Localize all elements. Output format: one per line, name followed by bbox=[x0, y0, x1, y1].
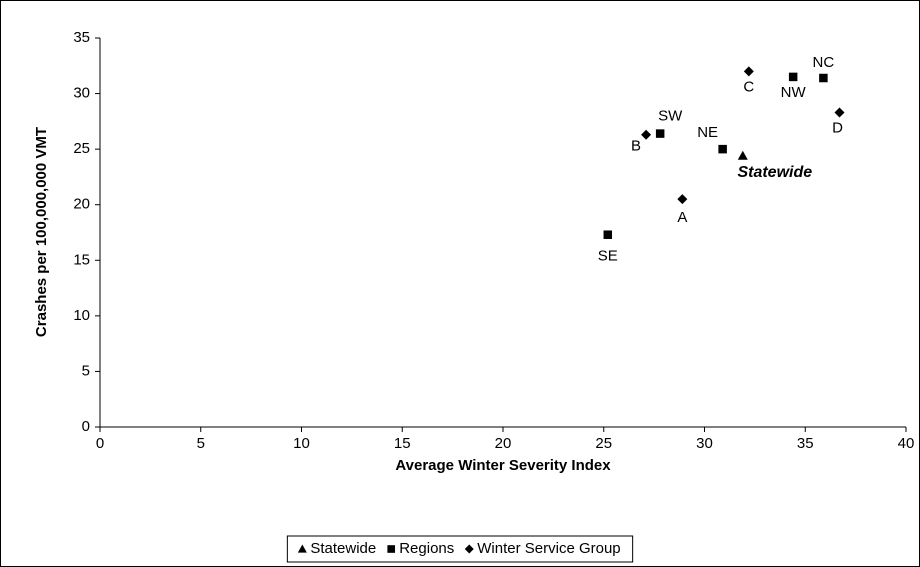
x-tick-label: 5 bbox=[197, 435, 205, 452]
data-point bbox=[677, 194, 688, 205]
x-tick-label: 25 bbox=[595, 435, 612, 452]
data-point bbox=[737, 150, 748, 160]
x-tick-label: 15 bbox=[394, 435, 411, 452]
point-label: NE bbox=[697, 124, 718, 141]
y-tick-label: 30 bbox=[73, 85, 90, 102]
data-point bbox=[718, 144, 727, 154]
legend-box bbox=[286, 535, 634, 563]
data-point bbox=[655, 129, 665, 138]
data-point bbox=[603, 230, 613, 239]
point-label: A bbox=[677, 209, 687, 226]
point-label: SE bbox=[598, 248, 618, 265]
legend: Statewide Regions Winter Service Group bbox=[286, 535, 634, 563]
data-point bbox=[641, 129, 652, 140]
y-tick-label: 0 bbox=[82, 418, 90, 435]
x-tick-label: 30 bbox=[696, 435, 713, 452]
y-tick-label: 5 bbox=[82, 362, 90, 379]
data-point bbox=[834, 107, 845, 118]
legend-label: Statewide bbox=[310, 540, 376, 557]
x-tick-label: 35 bbox=[797, 435, 814, 452]
y-tick-label: 15 bbox=[73, 251, 90, 268]
legend-label: Winter Service Group bbox=[477, 540, 620, 557]
point-label: NW bbox=[781, 84, 807, 101]
data-point bbox=[788, 72, 798, 82]
data-point bbox=[819, 73, 828, 83]
point-label: B bbox=[631, 138, 641, 155]
y-tick-label: 20 bbox=[73, 196, 90, 213]
y-axis-title: Crashes per 100,000,000 VMT bbox=[33, 127, 50, 337]
y-tick-label: 35 bbox=[73, 29, 90, 46]
legend-marker bbox=[387, 545, 396, 553]
x-tick-label: 10 bbox=[293, 435, 310, 452]
data-point bbox=[743, 66, 754, 77]
legend-marker bbox=[464, 544, 474, 554]
y-tick-label: 25 bbox=[73, 140, 90, 157]
x-tick-label: 40 bbox=[898, 435, 915, 452]
y-tick-label: 10 bbox=[73, 307, 90, 324]
point-label: SW bbox=[658, 108, 683, 125]
legend-marker bbox=[297, 544, 307, 553]
point-label: C bbox=[743, 78, 754, 95]
x-tick-label: 0 bbox=[96, 435, 104, 452]
point-label: Statewide bbox=[737, 164, 812, 181]
point-label: NC bbox=[813, 54, 835, 71]
legend-label: Regions bbox=[399, 540, 454, 557]
point-label: D bbox=[832, 119, 843, 136]
x-tick-label: 20 bbox=[495, 435, 512, 452]
x-axis-title: Average Winter Severity Index bbox=[395, 457, 611, 474]
